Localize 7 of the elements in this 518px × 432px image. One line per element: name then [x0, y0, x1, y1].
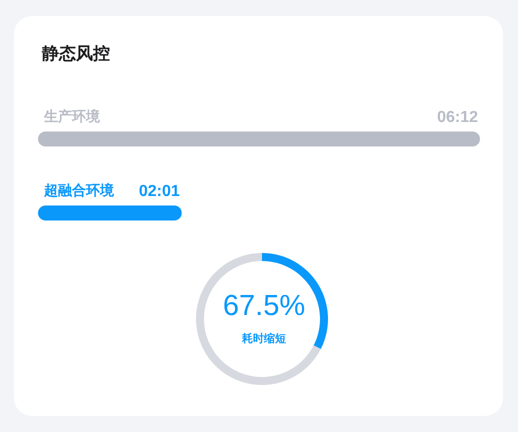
donut-slice	[196, 253, 321, 385]
y-tick-label: 生产环境	[43, 108, 101, 124]
text: 67.5%	[222, 290, 306, 322]
data-label: 02:01	[138, 183, 180, 200]
data-label: 06:12	[437, 109, 478, 126]
y-tick-label: 超融合环境	[43, 182, 115, 198]
text: 耗时缩短	[241, 332, 286, 345]
